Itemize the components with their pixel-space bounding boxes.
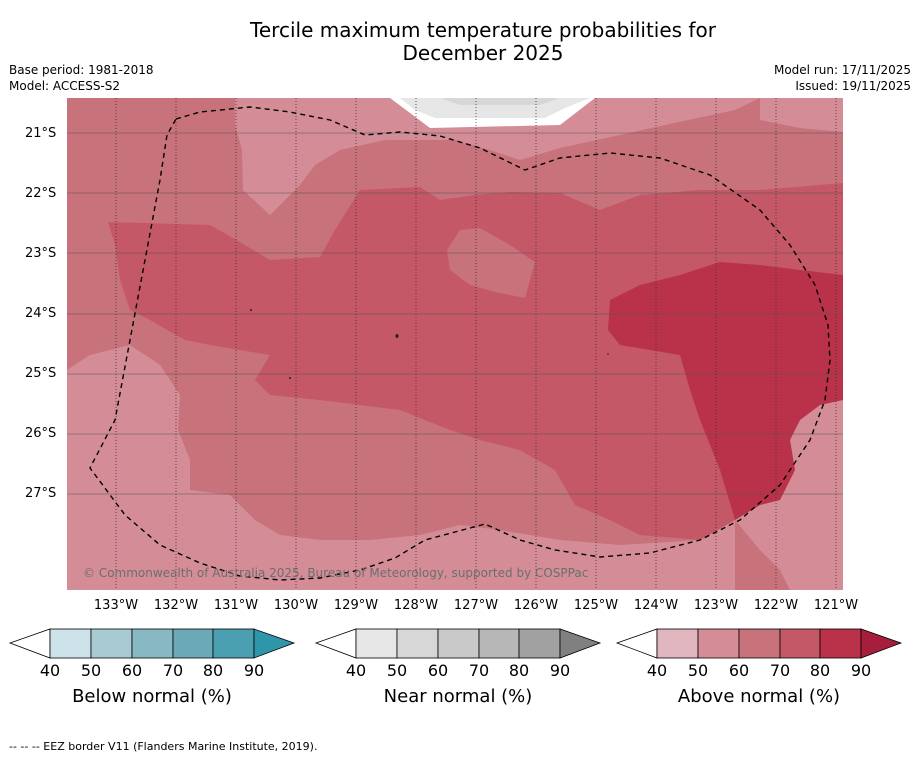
cbar-tick: 40 [646, 661, 668, 680]
cbar-tick: 80 [809, 661, 831, 680]
lat-label: 23°S [25, 246, 57, 261]
cbar-tick: 50 [80, 661, 102, 680]
cbar-above-bin-80-90 [819, 628, 862, 659]
lat-label: 26°S [25, 426, 57, 441]
cbar-tick: 90 [243, 661, 265, 680]
cbar-below-extend-high [253, 628, 296, 659]
region-above-50-60-north [190, 98, 760, 215]
lon-label: 121°W [813, 598, 859, 613]
eez-footnote: -- -- -- EEZ border V11 (Flanders Marine… [9, 740, 318, 753]
base-period: Base period: 1981-2018 [9, 63, 154, 77]
cbar-label-near: Near normal (%) [383, 686, 533, 707]
lon-label: 129°W [333, 598, 379, 613]
cbar-near-extend-low [314, 628, 357, 659]
cbar-tick: 70 [162, 661, 184, 680]
copyright-notice: © Commonwealth of Australia 2025, Bureau… [83, 566, 589, 580]
cbar-near-bin-60-70 [437, 628, 480, 659]
cbar-near-bin-40-50 [355, 628, 398, 659]
cbar-near-bin-50-60 [396, 628, 439, 659]
cbar-tick: 60 [728, 661, 750, 680]
region-above-50-60-se [735, 400, 843, 590]
islands [250, 309, 609, 379]
cbar-near-bin-80-90 [518, 628, 561, 659]
region-near-normal-60-70 [440, 98, 560, 105]
cbar-near-extend-high [559, 628, 602, 659]
cbar-below-bin-60-70 [131, 628, 174, 659]
lon-label: 133°W [93, 598, 139, 613]
cbar-label-below: Below normal (%) [72, 686, 232, 707]
colorbar-below-normal [8, 628, 296, 659]
lon-label: 122°W [753, 598, 799, 613]
lat-label: 24°S [25, 306, 57, 321]
model-name: Model: ACCESS-S2 [9, 79, 121, 93]
cbar-near-bin-70-80 [478, 628, 520, 659]
cbar-above-bin-70-80 [779, 628, 821, 659]
cbar-tick: 40 [39, 661, 61, 680]
meta-left: Base period: 1981-2018 Model: ACCESS-S2 [9, 62, 154, 94]
parallel-lines [67, 132, 843, 495]
region-above-80-90 [608, 262, 843, 520]
cbar-tick: 90 [850, 661, 872, 680]
cbar-above-bin-40-50 [656, 628, 699, 659]
lon-label: 126°W [513, 598, 559, 613]
lat-label: 25°S [25, 366, 57, 381]
meta-right: Model run: 17/11/2025 Issued: 19/11/2025 [774, 62, 911, 94]
cbar-below-bin-70-80 [172, 628, 214, 659]
map-title-line2: December 2025 [402, 41, 564, 65]
cbar-tick: 70 [468, 661, 490, 680]
lon-label: 131°W [213, 598, 259, 613]
cbar-tick: 80 [202, 661, 224, 680]
colorbar-near-normal [314, 628, 602, 659]
lon-label: 124°W [633, 598, 679, 613]
cbar-tick: 40 [345, 661, 367, 680]
lat-label: 27°S [25, 486, 57, 501]
eez-border [89, 106, 831, 581]
cbar-above-extend-low [615, 628, 658, 659]
lon-label: 132°W [153, 598, 199, 613]
cbar-tick: 90 [549, 661, 571, 680]
model-run: Model run: 17/11/2025 [773, 63, 911, 77]
cbar-label-above: Above normal (%) [677, 686, 841, 707]
colorbar-above-normal [615, 628, 903, 659]
meridian-lines [115, 98, 837, 590]
lat-label: 21°S [25, 126, 57, 141]
region-above-70-80 [108, 183, 843, 540]
cbar-tick: 80 [508, 661, 530, 680]
lon-label: 127°W [453, 598, 499, 613]
region-above-50-60-sw [67, 345, 735, 590]
lon-label: 130°W [273, 598, 319, 613]
lat-label: 22°S [25, 186, 57, 201]
lon-label: 128°W [393, 598, 439, 613]
lon-label: 125°W [573, 598, 619, 613]
cbar-tick: 60 [121, 661, 143, 680]
map-title-line1: Tercile maximum temperature probabilitie… [250, 18, 716, 42]
cbar-tick: 50 [386, 661, 408, 680]
issued-date: Issued: 19/11/2025 [795, 79, 911, 93]
cbar-above-extend-high [860, 628, 903, 659]
region-above-50-60-ne [760, 98, 843, 132]
cbar-tick: 50 [687, 661, 709, 680]
cbar-below-bin-80-90 [212, 628, 255, 659]
cbar-above-bin-60-70 [738, 628, 781, 659]
cbar-below-bin-40-50 [49, 628, 92, 659]
lon-label: 123°W [693, 598, 739, 613]
cbar-tick: 70 [769, 661, 791, 680]
cbar-below-bin-50-60 [90, 628, 133, 659]
cbar-tick: 60 [427, 661, 449, 680]
cbar-above-bin-50-60 [697, 628, 740, 659]
region-above-60-70-island [447, 228, 535, 298]
cbar-below-extend-low [8, 628, 51, 659]
